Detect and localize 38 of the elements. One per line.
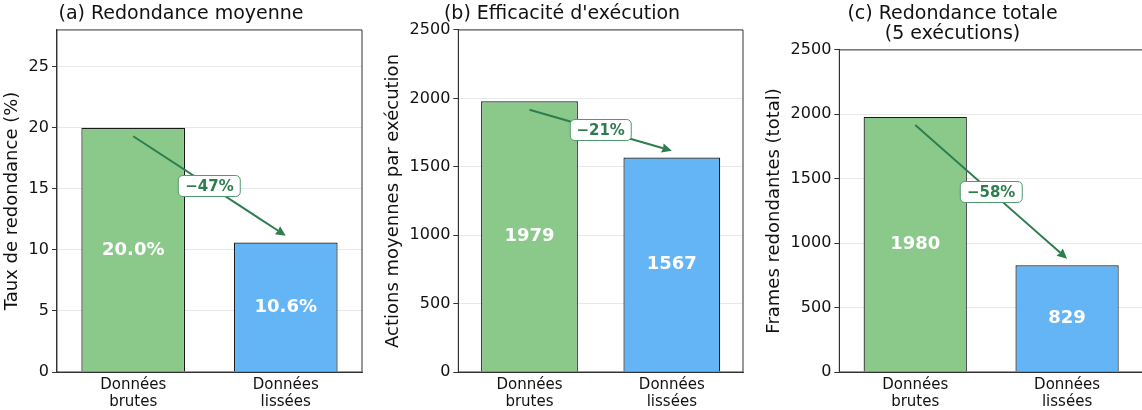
x-tick-label: Données brutes	[882, 375, 949, 410]
data-label: 1980	[890, 232, 941, 254]
y-tick-label: 1000	[409, 224, 451, 244]
y-tick-label: 0	[821, 361, 832, 381]
y-tick-label: 15	[28, 177, 49, 197]
chart-title: (c) Redondance totale (5 exécutions)	[847, 0, 1058, 43]
chart-title: (a) Redondance moyenne	[58, 0, 304, 23]
y-axis-title: Actions moyennes par exécution	[381, 53, 403, 348]
annotation: −21%	[569, 119, 632, 142]
y-tick-label: 2500	[790, 39, 832, 59]
x-tick-label: Données lissées	[1034, 375, 1101, 410]
y-tick-label: 0	[38, 361, 49, 381]
x-tick-label: Données lissées	[638, 375, 706, 410]
y-tick-label: 1500	[409, 155, 451, 175]
y-tick-label: 1000	[790, 232, 832, 252]
data-label: 10.6%	[254, 294, 317, 316]
y-tick-label: 1500	[790, 167, 832, 187]
y-tick-label: 5	[38, 300, 49, 320]
y-tick-label: 500	[800, 296, 832, 316]
x-tick-label: Données lissées	[252, 375, 319, 410]
y-axis-title: Taux de redondance (%)	[0, 91, 22, 312]
chart-title: (b) Efficacité d'exécution	[443, 0, 681, 23]
x-tick-label: Données brutes	[496, 375, 563, 410]
y-tick-label: 10	[28, 239, 49, 258]
y-tick-label: 500	[419, 292, 451, 312]
data-label: 20.0%	[101, 237, 165, 259]
annotation: −58%	[959, 180, 1023, 203]
x-tick-label: Données brutes	[100, 375, 167, 410]
data-label: 1567	[646, 252, 697, 274]
y-tick-label: 0	[440, 361, 451, 381]
y-tick-label: 25	[28, 55, 49, 75]
y-tick-label: 2000	[409, 87, 451, 107]
data-label: 1979	[504, 224, 555, 246]
y-tick-label: 2000	[790, 103, 832, 123]
annotation: −47%	[178, 174, 241, 197]
y-tick-label: 20	[28, 116, 49, 136]
data-label: 829	[1048, 306, 1086, 328]
y-axis-title: Frames redondantes (total)	[762, 88, 784, 334]
